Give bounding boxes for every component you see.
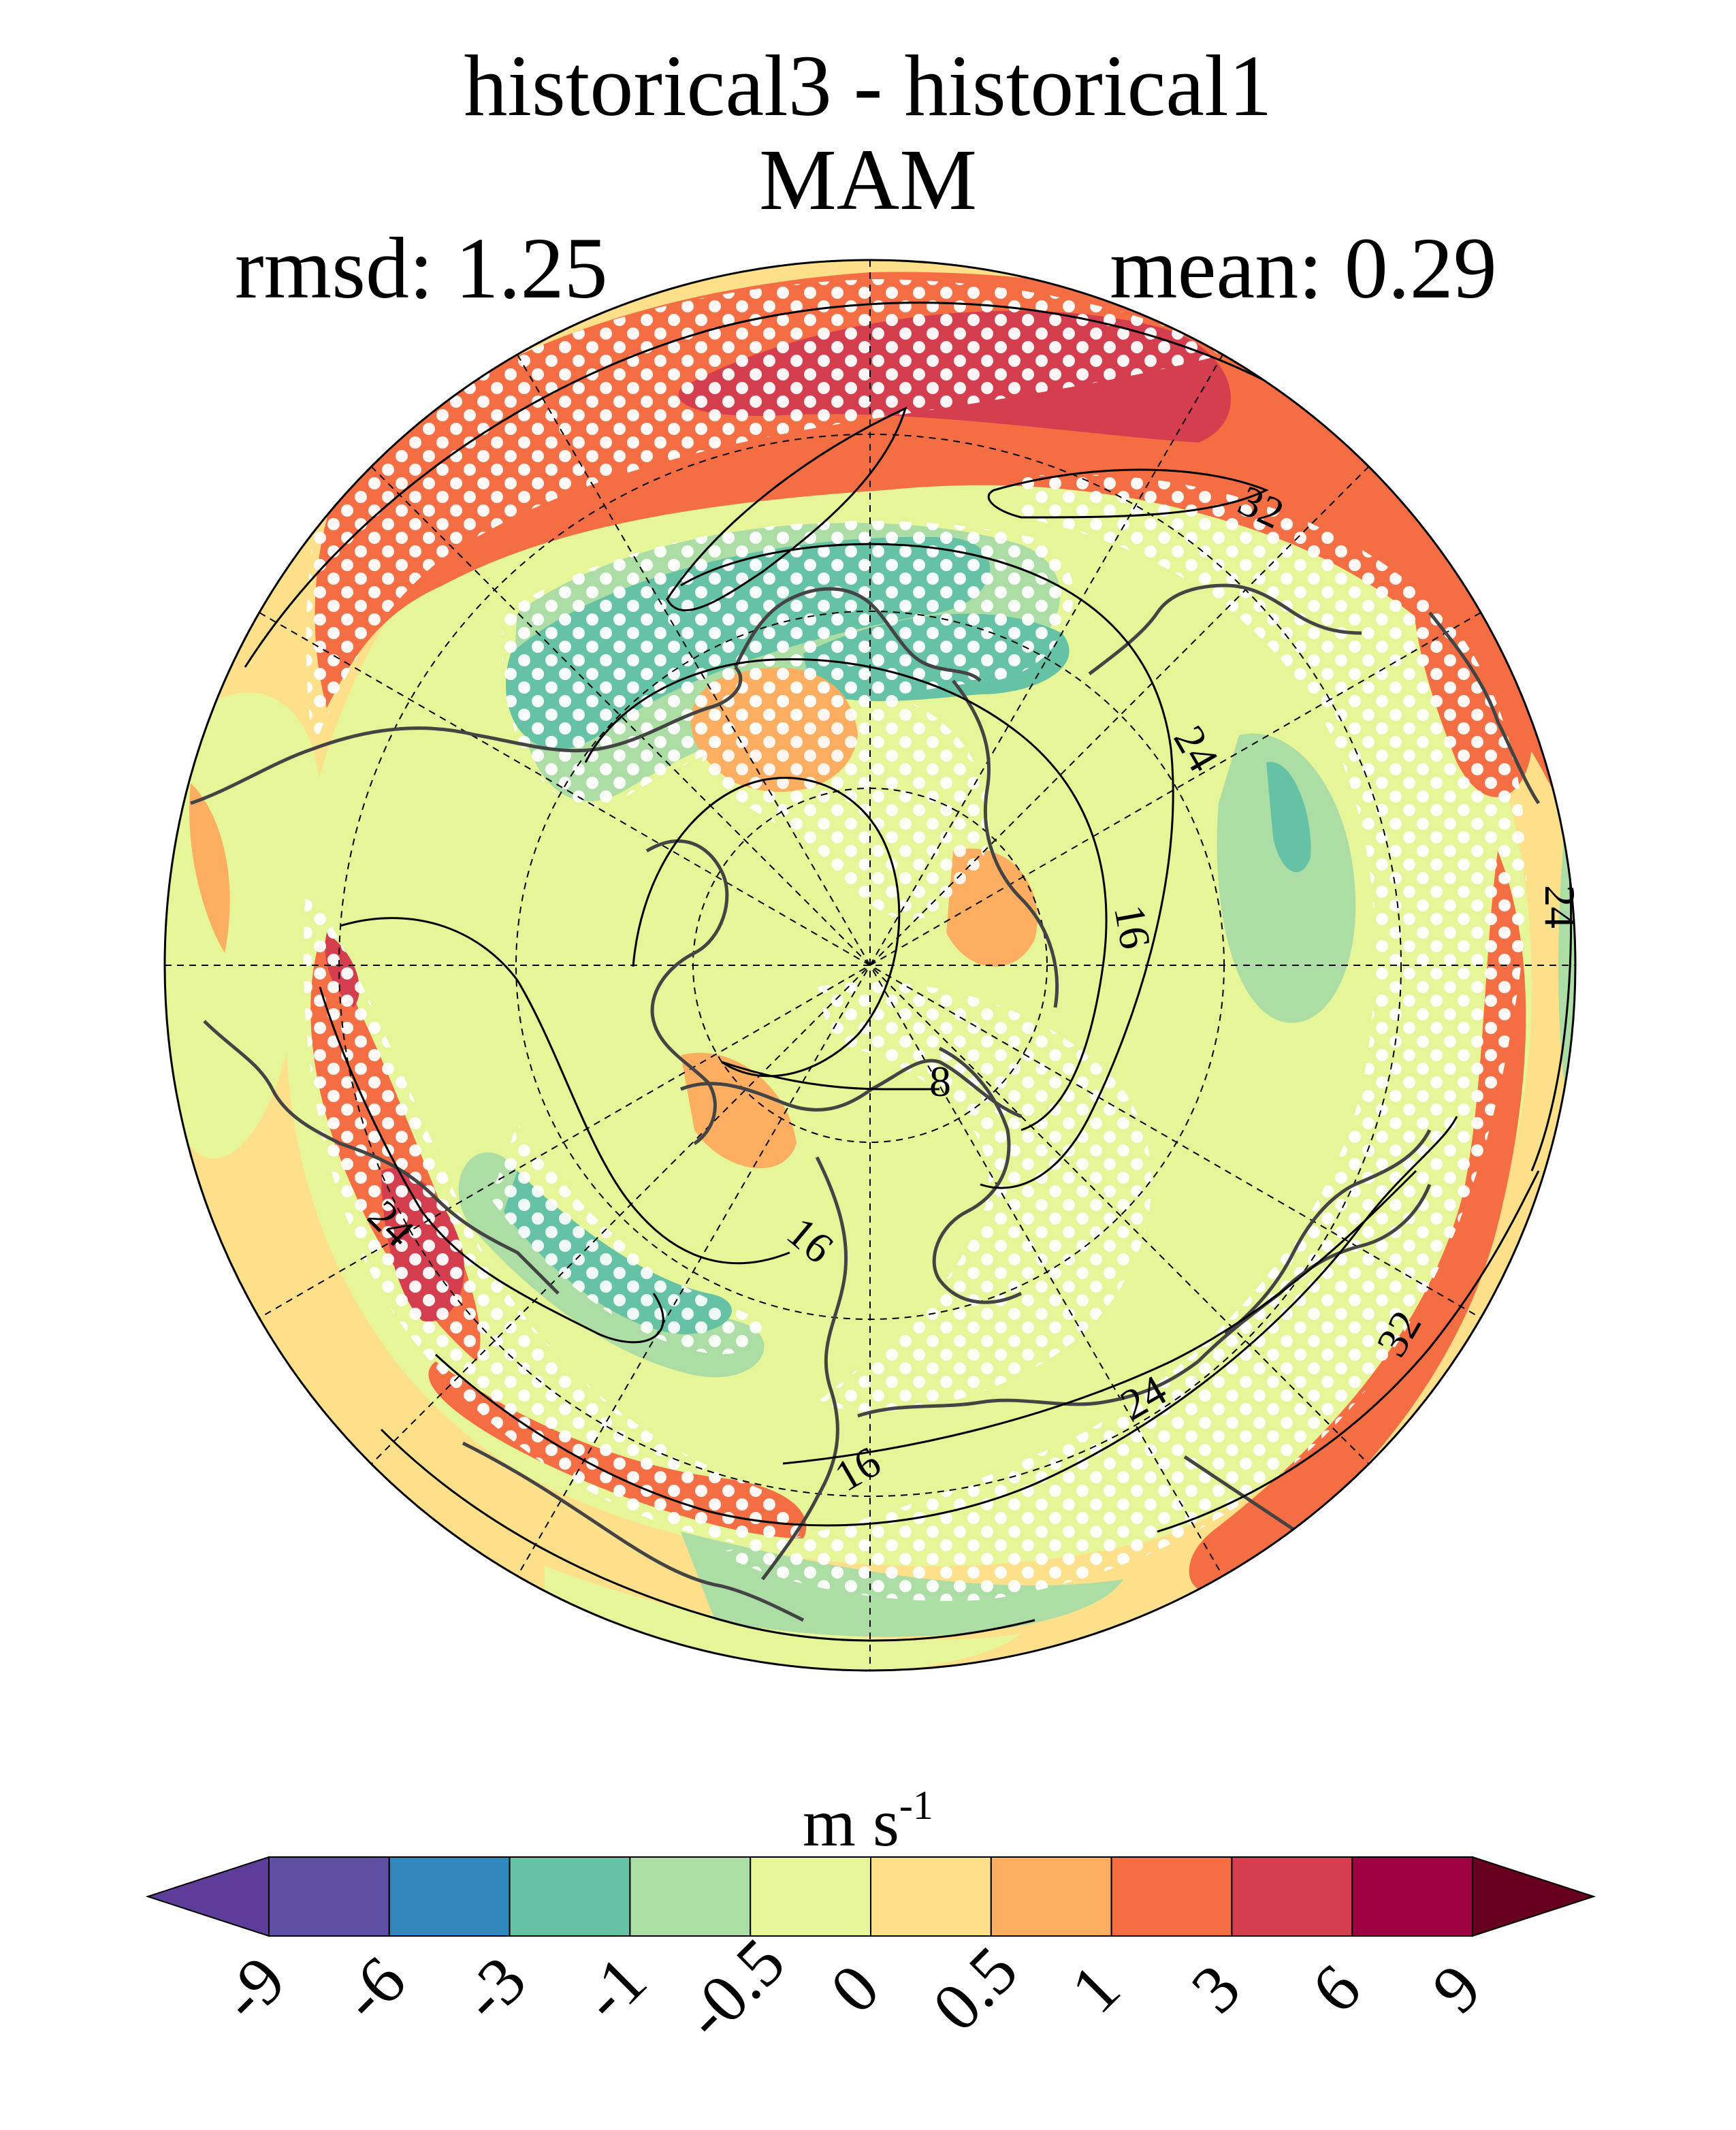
contour-label: 8 xyxy=(929,1057,951,1106)
contour-line-8 xyxy=(632,777,901,1078)
contour-line-32b xyxy=(666,406,907,612)
stipple-center xyxy=(701,686,989,920)
coastline xyxy=(952,679,1059,1008)
coastline xyxy=(1088,583,1362,675)
units-base: m s xyxy=(803,1785,899,1860)
graticule xyxy=(165,260,1575,1671)
coastline xyxy=(733,587,982,682)
coastline xyxy=(932,1046,1023,1304)
stipple-outer-ring xyxy=(306,279,1225,749)
colorbar-segment xyxy=(629,1856,752,1937)
colorbar-segment xyxy=(870,1856,992,1937)
colorbar-tick-label: -6 xyxy=(326,1942,419,2035)
colorbar-tick-label: 0 xyxy=(816,1950,893,2027)
colorbar-tick-label: 1 xyxy=(1057,1950,1134,2027)
stipple-east xyxy=(715,474,1527,1601)
contour-line-16c xyxy=(782,1169,1417,1465)
meridian-line xyxy=(370,466,1370,1465)
colorbar-tick-label: 0.5 xyxy=(918,1932,1032,2046)
contour-line-8b xyxy=(721,1061,939,1091)
stipple-west-inner xyxy=(490,1123,763,1355)
contour-line-24c xyxy=(319,986,664,1344)
colorbar-segment xyxy=(750,1856,871,1937)
coastline xyxy=(203,1020,560,1295)
colorbar-segment xyxy=(1110,1856,1233,1937)
contour-line-32c xyxy=(1157,1170,1540,1533)
coastline xyxy=(190,666,743,805)
colorbar-tick-label: -3 xyxy=(447,1942,540,2035)
meridian-line xyxy=(259,612,1481,1319)
stipple-south-center xyxy=(817,982,1152,1412)
contour-label: 24 xyxy=(1536,885,1584,929)
stipple-southwest xyxy=(303,885,800,1547)
field-band-negative-mid-d xyxy=(1558,817,1575,1123)
contour-line-16 xyxy=(584,658,1108,1131)
colorbar-segment xyxy=(268,1856,390,1937)
colorbar-tick-label: -9 xyxy=(206,1942,300,2035)
coastline xyxy=(462,1441,805,1622)
plot-title: historical3 - historical1 xyxy=(464,37,1272,134)
map-boundary xyxy=(163,259,1577,1672)
colorbar-segment xyxy=(1351,1856,1473,1937)
coastline xyxy=(857,1359,1200,1418)
colorbar-segment xyxy=(388,1856,511,1937)
contour-line-24b xyxy=(680,543,1174,1189)
colorbar-tick-label: 9 xyxy=(1417,1950,1495,2027)
colorbar-tick-label: -0.5 xyxy=(669,1924,799,2053)
colorbar-segment xyxy=(990,1856,1112,1937)
mean-label: mean: 0.29 xyxy=(1110,220,1497,317)
contours xyxy=(244,302,1573,1642)
colorbar-under-triangle xyxy=(145,1856,270,1937)
coastline xyxy=(760,1156,848,1581)
contour-line-outer xyxy=(380,1428,1035,1642)
colorbar-tick-label: 6 xyxy=(1298,1950,1375,2027)
field-band-negative-mid-c xyxy=(1217,733,1356,1023)
units-label: m s-1 xyxy=(0,1785,1736,1857)
coastline xyxy=(1428,611,1541,805)
contour-line-16b xyxy=(340,917,790,1265)
polar-map: 32 24 16 8 16 24 16 24 32 24 xyxy=(163,259,1584,1672)
colorbar-tick-label: 3 xyxy=(1177,1950,1255,2027)
units-exponent: -1 xyxy=(899,1783,933,1828)
colorbar-segment xyxy=(1231,1856,1353,1937)
season-label: MAM xyxy=(758,131,978,228)
coastline xyxy=(1224,1129,1432,1336)
field-band-negative-large-east xyxy=(1266,762,1311,873)
colorbar-over-triangle xyxy=(1472,1856,1596,1937)
rmsd-label: rmsd: 1.25 xyxy=(235,220,608,317)
meridian-line xyxy=(370,466,1370,1465)
colorbar-segment xyxy=(509,1856,631,1937)
contour-line-32 xyxy=(987,468,1269,519)
contour-line-24 xyxy=(244,302,1573,1172)
colorbar-tick-label: -1 xyxy=(567,1942,660,2035)
contour-label: 16 xyxy=(1105,901,1160,952)
